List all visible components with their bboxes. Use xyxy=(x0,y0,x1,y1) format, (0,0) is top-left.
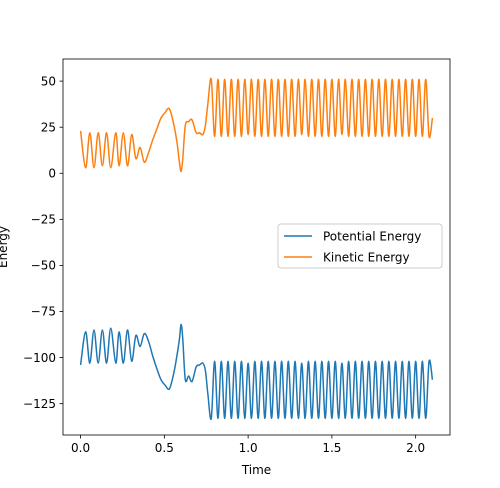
y-tick-label: 50 xyxy=(41,74,56,88)
y-tick-label: 0 xyxy=(48,166,56,180)
x-tick-label: 0.0 xyxy=(71,441,90,455)
y-tick-label: 25 xyxy=(41,120,56,134)
plot-area xyxy=(79,77,434,421)
x-axis-label: Time xyxy=(241,463,271,477)
x-tick-label: 0.5 xyxy=(155,441,174,455)
x-tick-label: 1.5 xyxy=(322,441,341,455)
series-line-kinetic-energy xyxy=(79,77,434,173)
y-axis-ticks: 50 25 0 −25 −50 −75 −100 −125 xyxy=(23,74,63,411)
y-axis-label: Energy xyxy=(0,226,10,268)
y-tick-label: −25 xyxy=(31,213,56,227)
series-line-potential-energy xyxy=(79,323,434,421)
y-tick-label: −75 xyxy=(31,305,56,319)
x-axis-ticks: 0.0 0.5 1.0 1.5 2.0 xyxy=(71,435,425,455)
y-tick-label: −125 xyxy=(23,397,56,411)
legend-label-potential-energy: Potential Energy xyxy=(323,229,421,243)
legend-box xyxy=(277,223,443,269)
axes-frame xyxy=(62,58,451,436)
y-tick-label: −50 xyxy=(31,259,56,273)
x-tick-label: 2.0 xyxy=(406,441,425,455)
legend: Potential Energy Kinetic Energy xyxy=(277,223,443,269)
x-tick-label: 1.0 xyxy=(239,441,258,455)
legend-label-kinetic-energy: Kinetic Energy xyxy=(323,250,410,264)
y-tick-label: −100 xyxy=(23,351,56,365)
